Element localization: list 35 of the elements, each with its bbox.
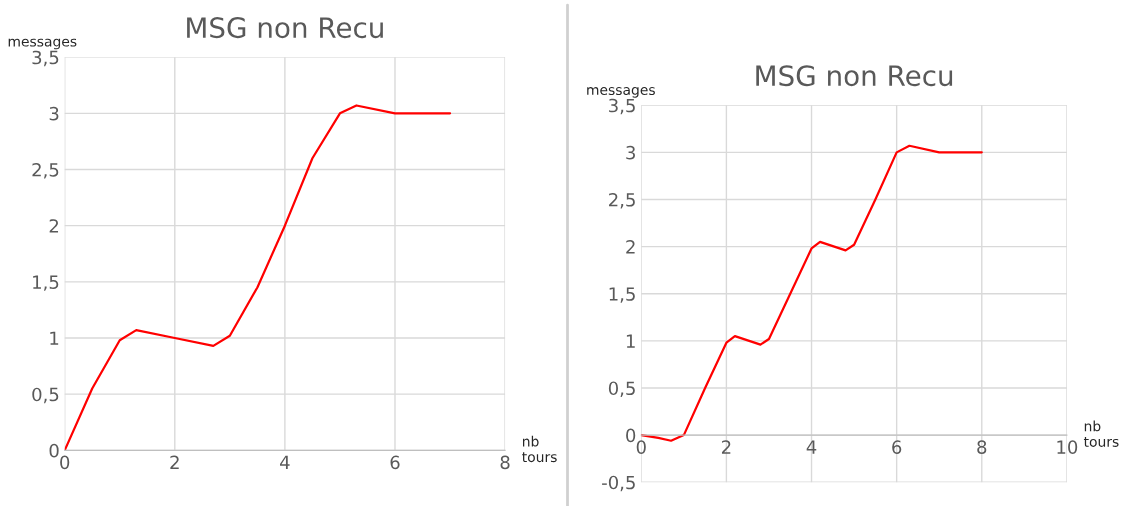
x-tick-label: 2 — [170, 455, 179, 469]
y-tick-label: 2,5 — [32, 162, 59, 179]
y-tick-label: 3 — [49, 106, 59, 121]
y-tick-label: 1 — [50, 331, 59, 345]
x-axis-title: nb tours — [1083, 420, 1119, 447]
y-tick-label: 1,5 — [33, 275, 59, 291]
x-tick-label: 6 — [390, 455, 400, 470]
y-tick-label: 3,5 — [609, 98, 635, 115]
x-tick-label: 4 — [806, 440, 817, 454]
line-series — [641, 144, 983, 442]
y-tick-label: 0 — [626, 428, 636, 443]
y-axis-title: messages — [8, 38, 77, 50]
x-tick-label: 0 — [636, 440, 646, 454]
x-tick-label: 8 — [500, 455, 510, 470]
chart-title: MSG non Recu — [187, 17, 383, 39]
x-axis-title: nb tours — [522, 435, 557, 463]
y-tick-label: 0,5 — [32, 387, 59, 404]
x-tick-label: 2 — [721, 440, 731, 454]
y-tick-label: 3 — [626, 145, 635, 160]
y-tick-label: 1 — [626, 334, 635, 348]
x-tick-label: 6 — [892, 440, 902, 454]
x-tick-label: 4 — [280, 455, 290, 469]
y-axis-title: messages — [587, 87, 655, 98]
y-tick-label: 2,5 — [609, 192, 635, 209]
x-tick-label: 0 — [60, 455, 70, 470]
y-tick-label: 2 — [626, 240, 635, 254]
y-tick-label: 1,5 — [609, 287, 635, 303]
chart-title: MSG non Recu — [756, 65, 953, 87]
y-tick-label: 2 — [49, 219, 59, 233]
line-series — [64, 104, 452, 451]
y-tick-label: 0,5 — [608, 381, 635, 397]
y-tick-label: 3,5 — [32, 50, 59, 67]
x-tick-label: 8 — [977, 440, 987, 454]
x-tick-label: 10 — [1057, 440, 1078, 454]
y-tick-label: -0,5 — [602, 475, 635, 492]
